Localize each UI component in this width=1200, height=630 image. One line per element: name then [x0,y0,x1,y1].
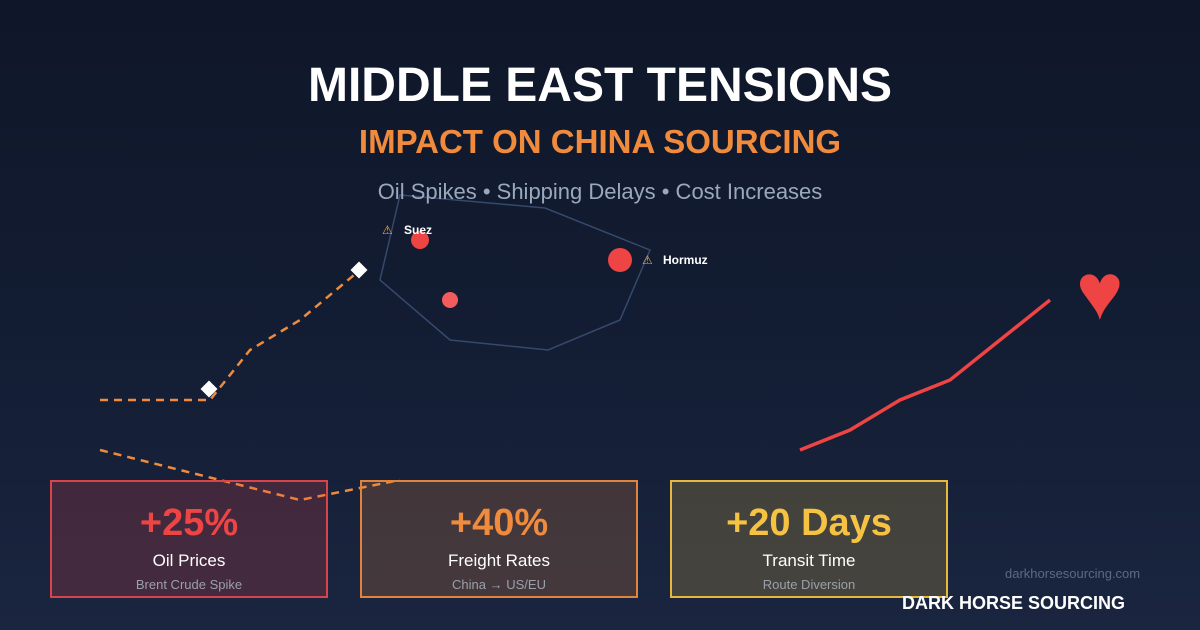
price-trend-line [799,298,1052,452]
route-waypoint [350,261,368,279]
warning-icon: ⚠ [642,253,653,267]
page-title: MIDDLE EAST TENSIONS [307,59,893,112]
heart-icon: ♥ [1076,247,1124,336]
hormuz-label: Hormuz [663,253,708,267]
region-outline [379,194,651,351]
stat-card-freight: +40% Freight Rates China → US/EU [360,480,638,598]
stat-value: +20 Days [726,502,892,544]
tagline: Oil Spikes • Shipping Delays • Cost Incr… [377,179,823,204]
stat-sub: China → US/EU [452,577,546,592]
website-url: darkhorsesourcing.com [1005,566,1141,581]
shipping-route-upper [100,269,361,402]
region-marker [442,292,458,308]
stat-sub: Brent Crude Spike [135,577,243,592]
stat-label: Freight Rates [447,551,551,570]
stat-label: Transit Time [762,551,856,570]
route-waypoint [200,380,218,398]
stat-card-oil: +25% Oil Prices Brent Crude Spike [50,480,328,598]
brand-name: DARK HORSE SOURCING [902,593,1126,613]
page-subtitle: IMPACT ON CHINA SOURCING [358,123,842,160]
stat-value: +40% [449,502,549,544]
warning-icon: ⚠ [382,223,393,237]
stat-label: Oil Prices [152,551,226,570]
hormuz-marker [608,248,632,272]
stat-value: +25% [139,502,239,544]
stat-card-transit: +20 Days Transit Time Route Diversion [670,480,948,598]
suez-marker [411,231,429,249]
suez-label: Suez [404,223,433,237]
stat-sub: Route Diversion [762,577,856,592]
